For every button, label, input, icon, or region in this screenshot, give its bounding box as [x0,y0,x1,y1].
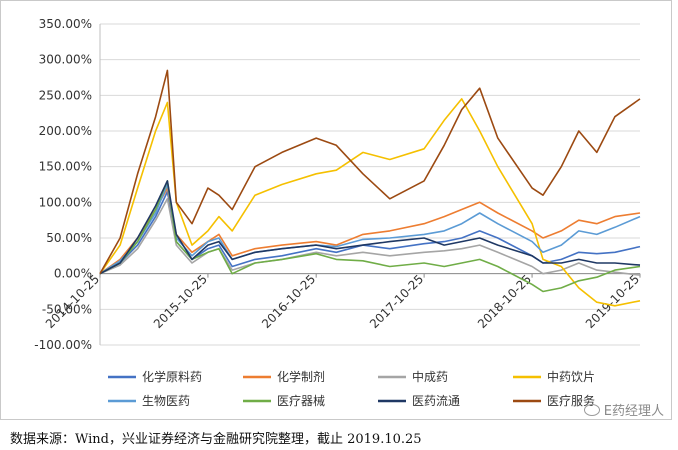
y-tick-label: -50.00% [42,302,92,316]
y-tick-label: 200.00% [39,124,92,138]
line-chart: 350.00% 300.00% 250.00% 200.00% 150.00% 100.0… [34,17,642,408]
series-line [99,198,641,276]
legend-label: 化学原料药 [142,369,202,384]
source-note: 数据来源：Wind，兴业证券经济与金融研究院整理，截止 2019.10.25 [10,432,422,447]
legend-label: 生物医药 [142,394,190,408]
x-tick-label: 2017-10-25 [367,272,426,331]
y-tick-label: 250.00% [39,88,92,102]
chart-frame [0,0,672,420]
y-tick-label: 350.00% [39,17,92,31]
y-tick-label: -100.00% [34,338,92,352]
wechat-icon [583,403,600,416]
legend-label: 医疗服务 [547,393,595,408]
y-tick-label: 300.00% [39,53,92,67]
series-line [99,180,641,293]
watermark-text: E药经理人 [603,404,664,419]
legend-label: 中药饮片 [547,369,595,384]
series-line [99,187,641,275]
y-tick-label: 50.00% [46,231,92,245]
legend-label: 化学制剂 [277,369,325,384]
legend-label: 中成药 [412,369,448,384]
x-tick-label: 2015-10-25 [151,272,210,331]
watermark: E药经理人 [583,400,664,419]
y-tick-label: 0.00% [54,267,92,281]
y-tick-label: 150.00% [39,160,92,174]
series-line [99,180,641,275]
legend-label: 医疗器械 [277,393,325,408]
series-line [99,69,641,275]
x-tick-label: 2016-10-25 [259,272,318,331]
legend-label: 医药流通 [412,394,460,408]
y-tick-label: 100.00% [39,195,92,209]
